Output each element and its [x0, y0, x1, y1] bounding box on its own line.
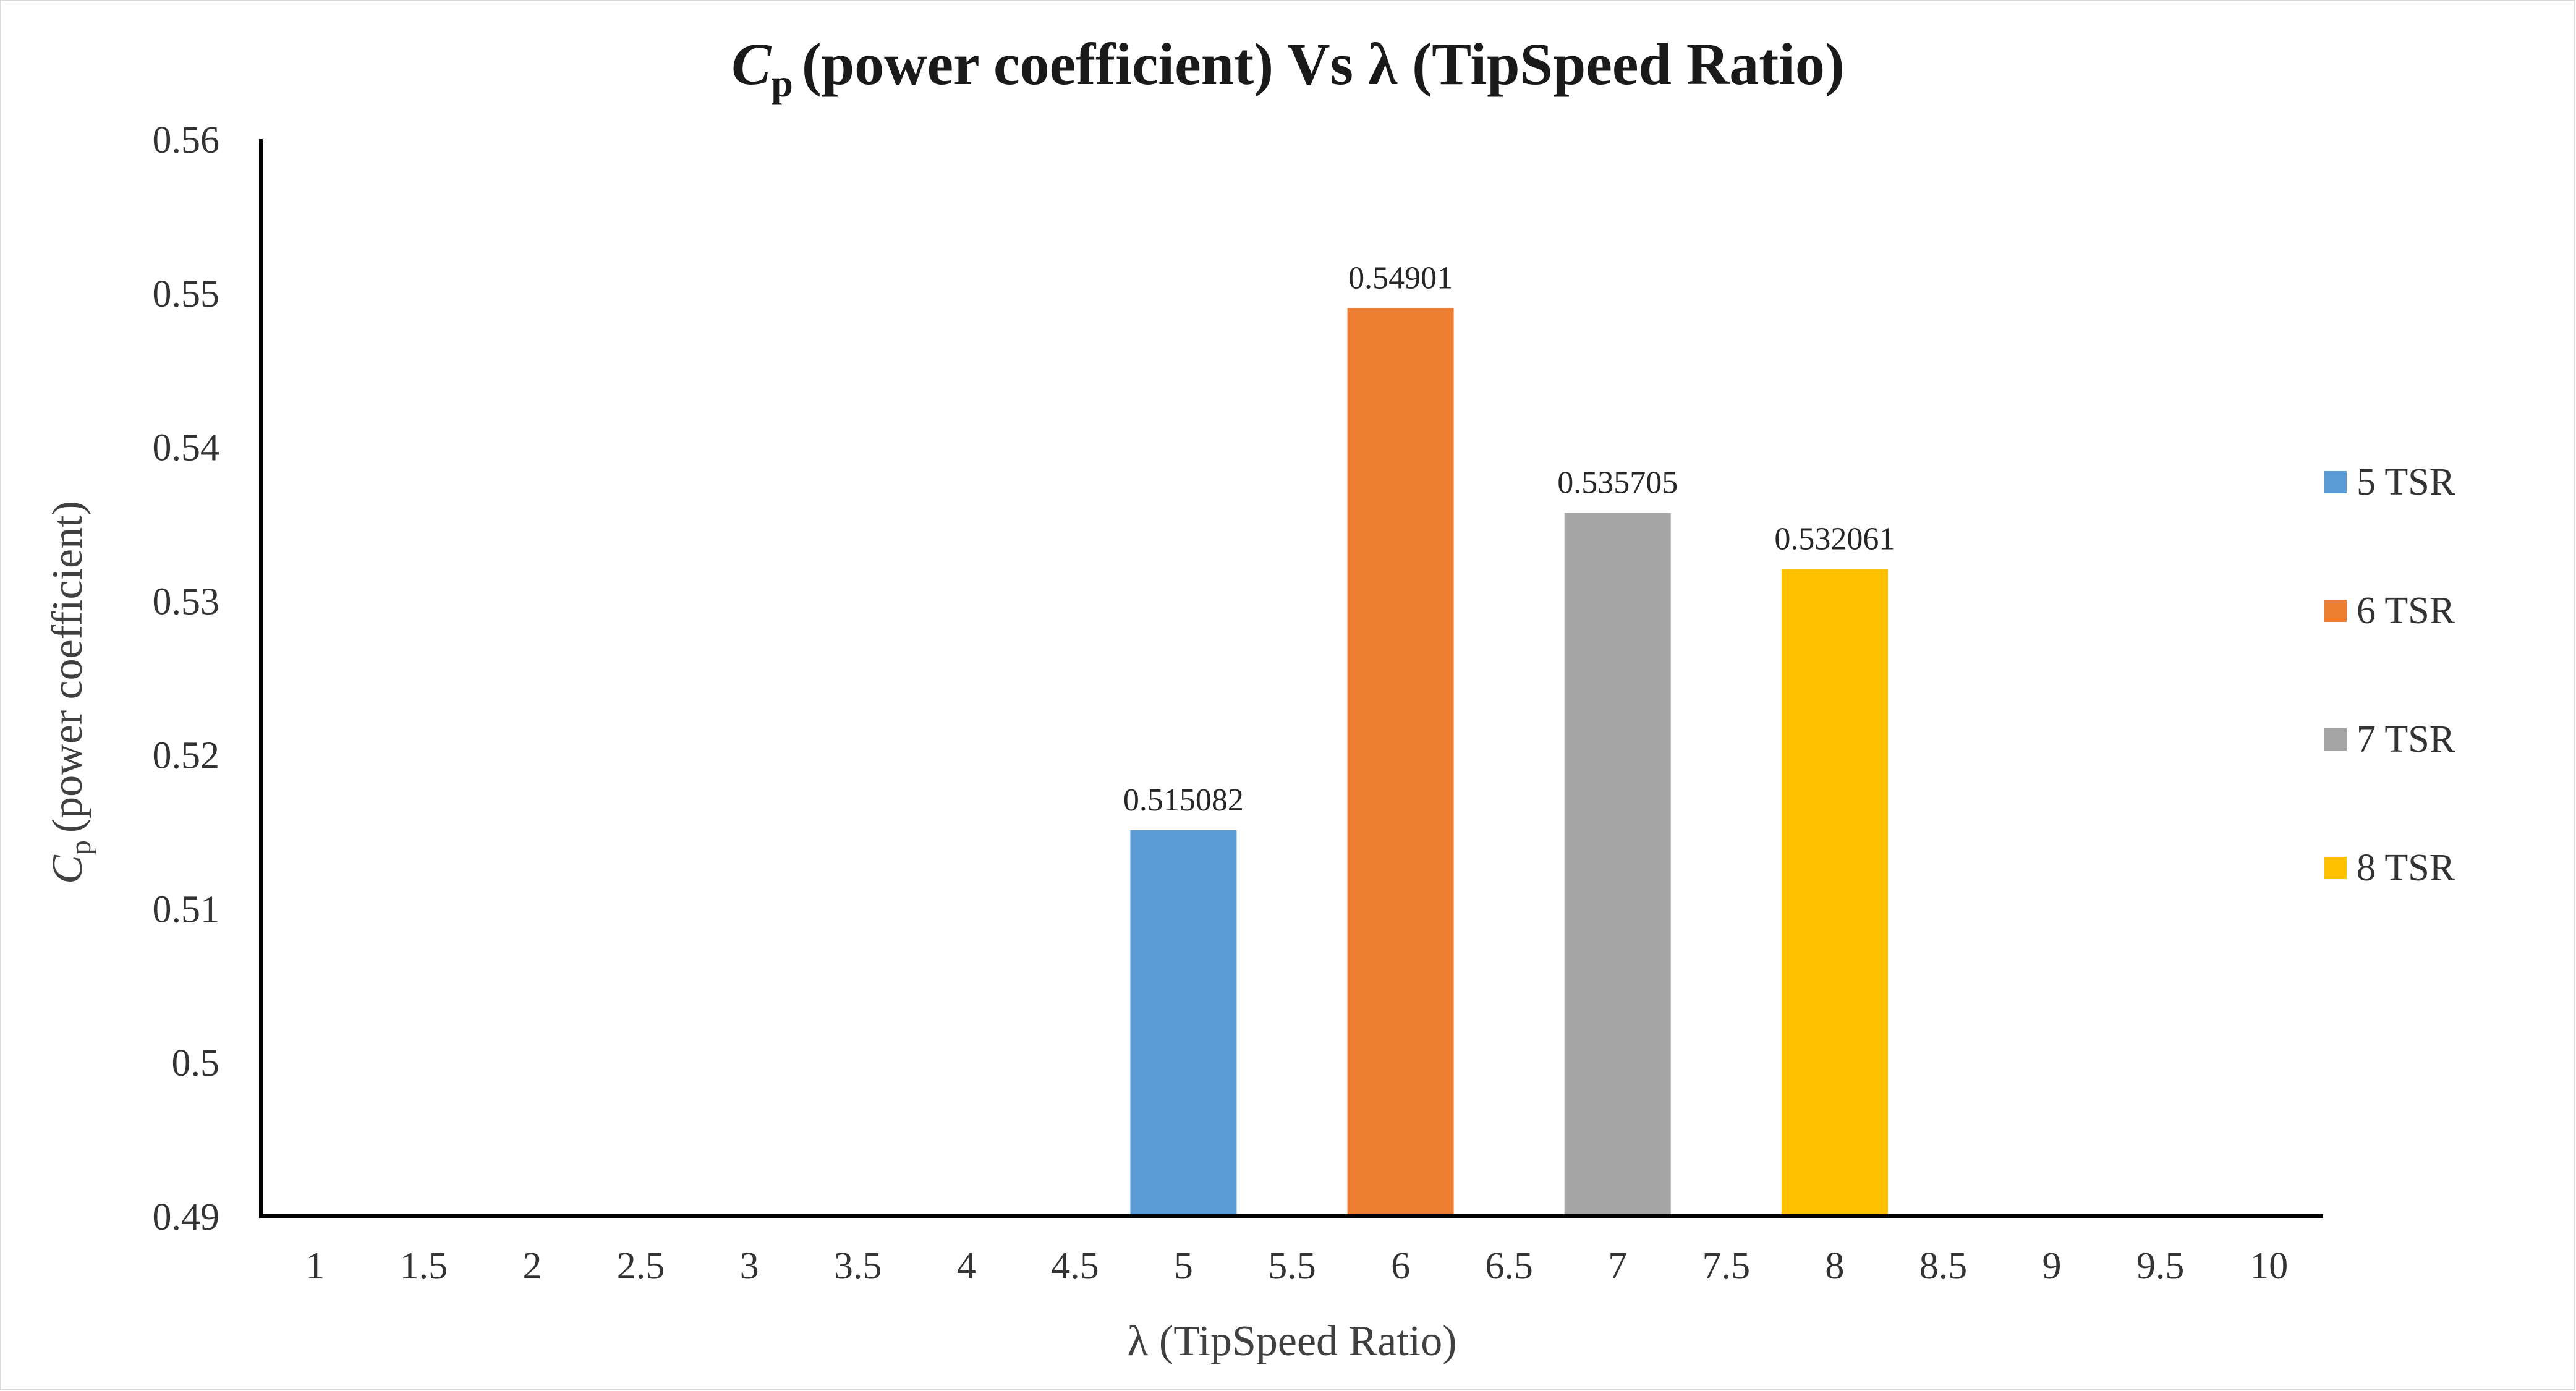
chart-title: Cp (power coefficient) Vs λ (TipSpeed Rat… — [0, 30, 2576, 105]
y-tick-label: 0.49 — [153, 1196, 220, 1238]
x-axis-ticks: 1 1.5 2 2.5 3 3.5 4 4.5 5 5.5 6 6.5 7 7.5 8 8.5 9 9.5 10 — [305, 1245, 2288, 1287]
x-tick-label: 2.5 — [617, 1245, 665, 1287]
x-tick-label: 5.5 — [1268, 1245, 1316, 1287]
y-title-cp-symbol: C — [44, 855, 91, 884]
x-tick-label: 3 — [740, 1245, 759, 1287]
x-tick-label: 4 — [957, 1245, 976, 1287]
x-axis-title: λ (TipSpeed Ratio) — [1127, 1317, 1457, 1365]
x-tick-label: 6 — [1391, 1245, 1410, 1287]
legend-label: 7 TSR — [2357, 718, 2455, 760]
bar-5-tsr — [1130, 830, 1237, 1216]
y-tick-label: 0.52 — [153, 734, 220, 776]
y-tick-label: 0.5 — [172, 1042, 220, 1084]
x-tick-label: 9 — [2043, 1245, 2062, 1287]
bar-7-tsr — [1564, 513, 1671, 1217]
title-cp-symbol: C — [731, 31, 772, 97]
legend-swatch — [2324, 471, 2347, 493]
y-tick-label: 0.54 — [153, 427, 220, 469]
data-label: 0.515082 — [1123, 783, 1244, 818]
legend-swatch — [2324, 857, 2347, 879]
y-tick-label: 0.51 — [153, 888, 220, 930]
x-tick-label: 4.5 — [1051, 1245, 1099, 1287]
data-label: 0.54901 — [1348, 260, 1453, 296]
title-text: (power coefficient) Vs λ (TipSpeed Ratio… — [801, 31, 1845, 97]
legend-label: 6 TSR — [2357, 590, 2455, 632]
bar-8-tsr — [1781, 569, 1888, 1216]
legend-label: 5 TSR — [2357, 461, 2455, 503]
data-labels: 0.515082 0.54901 0.535705 0.532061 — [1123, 260, 1895, 817]
y-title-text: (power coefficient) — [44, 501, 91, 833]
y-axis-ticks: 0.49 0.5 0.51 0.52 0.53 0.54 0.55 0.56 — [153, 119, 220, 1238]
x-tick-label: 10 — [2250, 1245, 2288, 1287]
x-tick-label: 6.5 — [1485, 1245, 1533, 1287]
x-tick-label: 3.5 — [834, 1245, 882, 1287]
x-tick-label: 1.5 — [400, 1245, 448, 1287]
title-cp-subscript: p — [771, 61, 793, 105]
data-label: 0.535705 — [1557, 466, 1678, 501]
legend-label: 8 TSR — [2357, 847, 2455, 889]
bar-6-tsr — [1347, 308, 1454, 1216]
x-tick-label: 1 — [305, 1245, 325, 1287]
x-tick-label: 5 — [1174, 1245, 1193, 1287]
x-tick-label: 8.5 — [1919, 1245, 1968, 1287]
x-tick-label: 7 — [1608, 1245, 1627, 1287]
y-tick-label: 0.53 — [153, 581, 220, 623]
x-tick-label: 9.5 — [2136, 1245, 2185, 1287]
y-axis-title: Cp (power coefficient) — [43, 501, 97, 884]
legend-swatch — [2324, 728, 2347, 751]
y-tick-label: 0.55 — [153, 273, 220, 315]
y-title-cp-subscript: p — [64, 840, 97, 856]
x-tick-label: 7.5 — [1702, 1245, 1751, 1287]
data-label: 0.532061 — [1774, 521, 1895, 556]
x-tick-label: 8 — [1825, 1245, 1844, 1287]
y-tick-label: 0.56 — [153, 119, 220, 161]
bars — [1130, 308, 1888, 1217]
x-tick-label: 2 — [522, 1245, 542, 1287]
legend-swatch — [2324, 600, 2347, 622]
